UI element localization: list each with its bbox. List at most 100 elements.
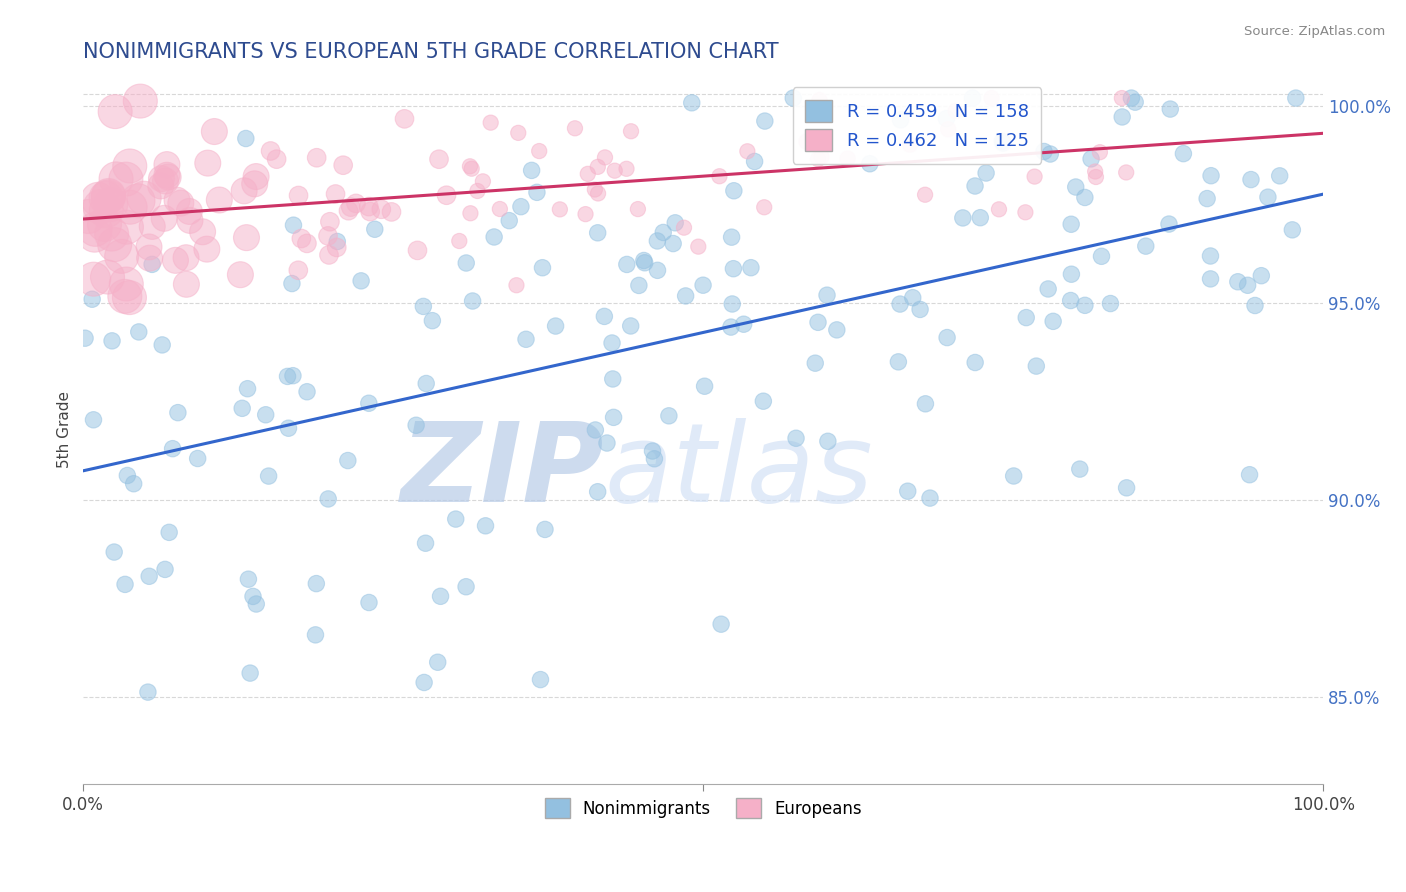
Point <box>138 240 160 254</box>
Point <box>1285 91 1308 105</box>
Point <box>1197 192 1219 206</box>
Point <box>115 172 138 186</box>
Point <box>808 93 831 107</box>
Point <box>318 248 340 262</box>
Point <box>1173 146 1195 161</box>
Point <box>965 355 987 369</box>
Point <box>1088 145 1111 160</box>
Point <box>103 545 125 559</box>
Point <box>482 230 505 244</box>
Point <box>471 174 494 188</box>
Point <box>290 231 312 245</box>
Point <box>138 251 160 265</box>
Point <box>815 288 838 302</box>
Point <box>174 251 197 265</box>
Point <box>454 580 477 594</box>
Point <box>914 397 936 411</box>
Point <box>350 274 373 288</box>
Point <box>229 268 252 282</box>
Point <box>176 277 198 292</box>
Point <box>305 576 328 591</box>
Point <box>157 169 180 184</box>
Point <box>634 256 657 270</box>
Point <box>785 431 807 445</box>
Point <box>602 410 624 425</box>
Point <box>710 617 733 632</box>
Point <box>156 158 179 172</box>
Point <box>782 91 804 105</box>
Point <box>1060 267 1083 281</box>
Point <box>187 451 209 466</box>
Point <box>586 160 609 174</box>
Point <box>89 200 111 214</box>
Point <box>520 163 543 178</box>
Point <box>596 436 619 450</box>
Point <box>890 112 912 127</box>
Point <box>969 211 991 225</box>
Point <box>277 421 299 435</box>
Point <box>733 317 755 331</box>
Point <box>118 159 141 173</box>
Point <box>1250 268 1272 283</box>
Point <box>576 167 599 181</box>
Point <box>165 253 187 268</box>
Point <box>84 222 107 236</box>
Point <box>804 356 827 370</box>
Point <box>672 220 695 235</box>
Point <box>583 423 606 437</box>
Point <box>266 152 288 166</box>
Text: atlas: atlas <box>605 418 873 525</box>
Point <box>908 302 931 317</box>
Point <box>380 205 402 219</box>
Point <box>586 226 609 240</box>
Point <box>583 182 606 196</box>
Point <box>236 382 259 396</box>
Point <box>1069 462 1091 476</box>
Point <box>825 323 848 337</box>
Point <box>231 401 253 416</box>
Point <box>616 257 638 271</box>
Point <box>1024 169 1046 184</box>
Point <box>208 193 231 207</box>
Point <box>1244 298 1267 312</box>
Point <box>692 278 714 293</box>
Point <box>104 104 127 119</box>
Point <box>1060 293 1083 308</box>
Point <box>155 174 177 188</box>
Point <box>191 225 214 239</box>
Point <box>548 202 571 217</box>
Point <box>723 184 745 198</box>
Point <box>202 124 225 138</box>
Point <box>991 134 1014 148</box>
Point <box>675 289 697 303</box>
Point <box>100 197 122 211</box>
Point <box>807 315 830 329</box>
Point <box>952 211 974 225</box>
Point <box>413 675 436 690</box>
Point <box>1015 310 1038 325</box>
Point <box>150 171 173 186</box>
Point <box>179 204 201 219</box>
Point <box>1084 169 1107 184</box>
Point <box>737 145 759 159</box>
Point <box>156 168 179 182</box>
Point <box>508 126 530 140</box>
Point <box>754 114 776 128</box>
Point <box>1115 481 1137 495</box>
Point <box>118 291 141 305</box>
Point <box>96 203 118 218</box>
Point <box>233 184 256 198</box>
Point <box>114 289 136 303</box>
Point <box>1084 164 1107 178</box>
Point <box>1239 467 1261 482</box>
Point <box>305 151 328 165</box>
Point <box>259 144 281 158</box>
Point <box>498 213 520 227</box>
Point <box>901 291 924 305</box>
Point <box>586 186 609 201</box>
Point <box>662 236 685 251</box>
Point <box>405 418 427 433</box>
Point <box>600 336 623 351</box>
Point <box>458 159 481 173</box>
Point <box>166 193 188 207</box>
